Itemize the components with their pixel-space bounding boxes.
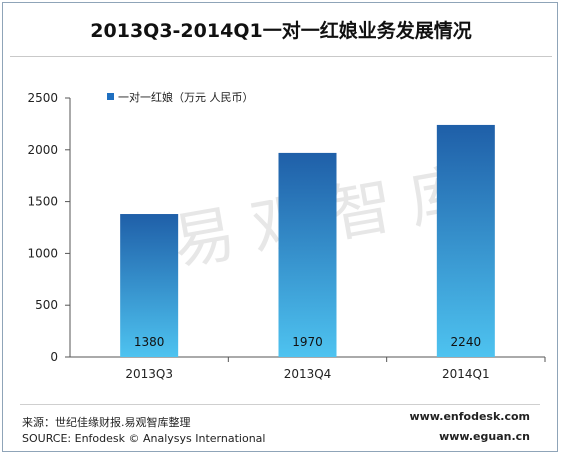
- enfodesk-link[interactable]: www.enfodesk.com: [409, 410, 530, 423]
- bar: [436, 124, 495, 357]
- y-tick-label: 2500: [27, 91, 58, 105]
- bar: [278, 152, 337, 357]
- data-label: 1970: [292, 335, 323, 349]
- source-en: SOURCE: Enfodesk © Analysys Internationa…: [22, 432, 266, 445]
- legend-label: 一对一红娘（万元 人民币）: [118, 90, 254, 104]
- title-divider: [10, 56, 552, 57]
- y-tick-label: 0: [50, 350, 58, 364]
- x-tick-label: 2013Q3: [125, 367, 173, 381]
- data-label: 2240: [451, 335, 482, 349]
- x-tick-label: 2013Q4: [284, 367, 332, 381]
- chart-title: 2013Q3-2014Q1一对一红娘业务发展情况: [90, 20, 472, 42]
- eguan-link[interactable]: www.eguan.cn: [439, 430, 530, 443]
- y-tick-label: 500: [35, 298, 58, 312]
- footer-divider: [20, 404, 540, 405]
- y-tick-label: 2000: [27, 143, 58, 157]
- source-cn: 来源：世纪佳缘财报.易观智库整理: [22, 416, 191, 429]
- y-tick-label: 1000: [27, 246, 58, 260]
- x-tick-label: 2014Q1: [442, 367, 490, 381]
- legend-swatch: [107, 93, 114, 100]
- bar: [120, 214, 179, 357]
- y-tick-label: 1500: [27, 195, 58, 209]
- data-label: 1380: [134, 335, 165, 349]
